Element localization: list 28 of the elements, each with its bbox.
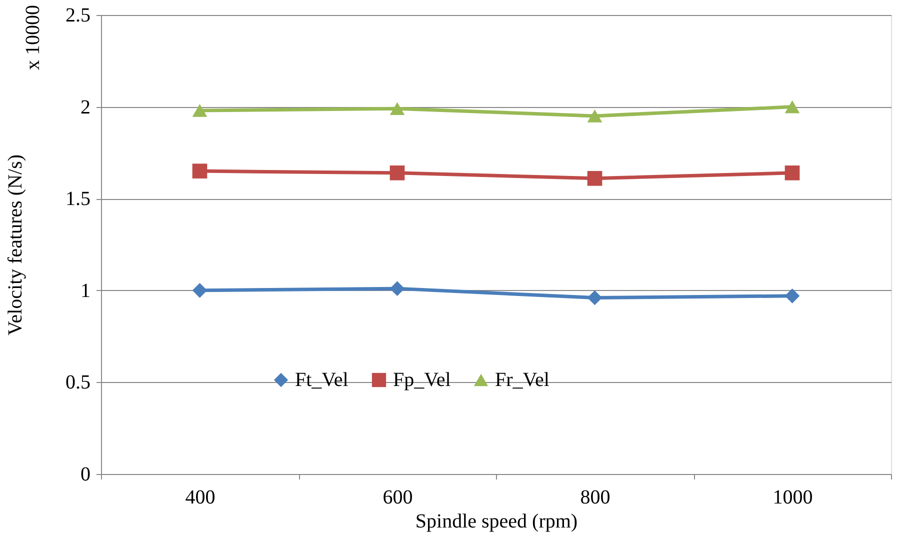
point: [587, 110, 602, 122]
point: [587, 170, 602, 186]
y-tick-label: 2: [80, 96, 90, 118]
y-axis-title: Velocity features (N/s): [4, 154, 26, 336]
point: [784, 100, 800, 114]
point: [192, 104, 208, 117]
x-tick-label: 600: [382, 486, 413, 508]
legend-label: Ft_Vel: [295, 369, 349, 391]
y-tick-label: 2.5: [66, 4, 90, 26]
point: [784, 165, 800, 180]
point: [390, 281, 405, 296]
point: [390, 102, 405, 116]
legend-label: Fp_Vel: [393, 369, 452, 391]
point: [390, 165, 405, 180]
y-tick-label: 1.5: [66, 188, 90, 210]
x-axis-title: Spindle speed (rpm): [415, 510, 578, 532]
y-tick-label: 0: [80, 464, 90, 486]
x-tick-label: 800: [580, 486, 610, 508]
x-tick-label: 1000: [772, 486, 813, 508]
text: x 10000: [22, 5, 44, 70]
point: [784, 288, 800, 304]
x-tick-label: 400: [185, 486, 216, 508]
point: [192, 282, 208, 298]
y-tick-label: 1: [80, 280, 90, 302]
y-tick-label: 0.5: [66, 372, 90, 394]
point: [192, 164, 208, 178]
legend-label: Fr_Vel: [495, 369, 550, 391]
point: [587, 290, 602, 306]
